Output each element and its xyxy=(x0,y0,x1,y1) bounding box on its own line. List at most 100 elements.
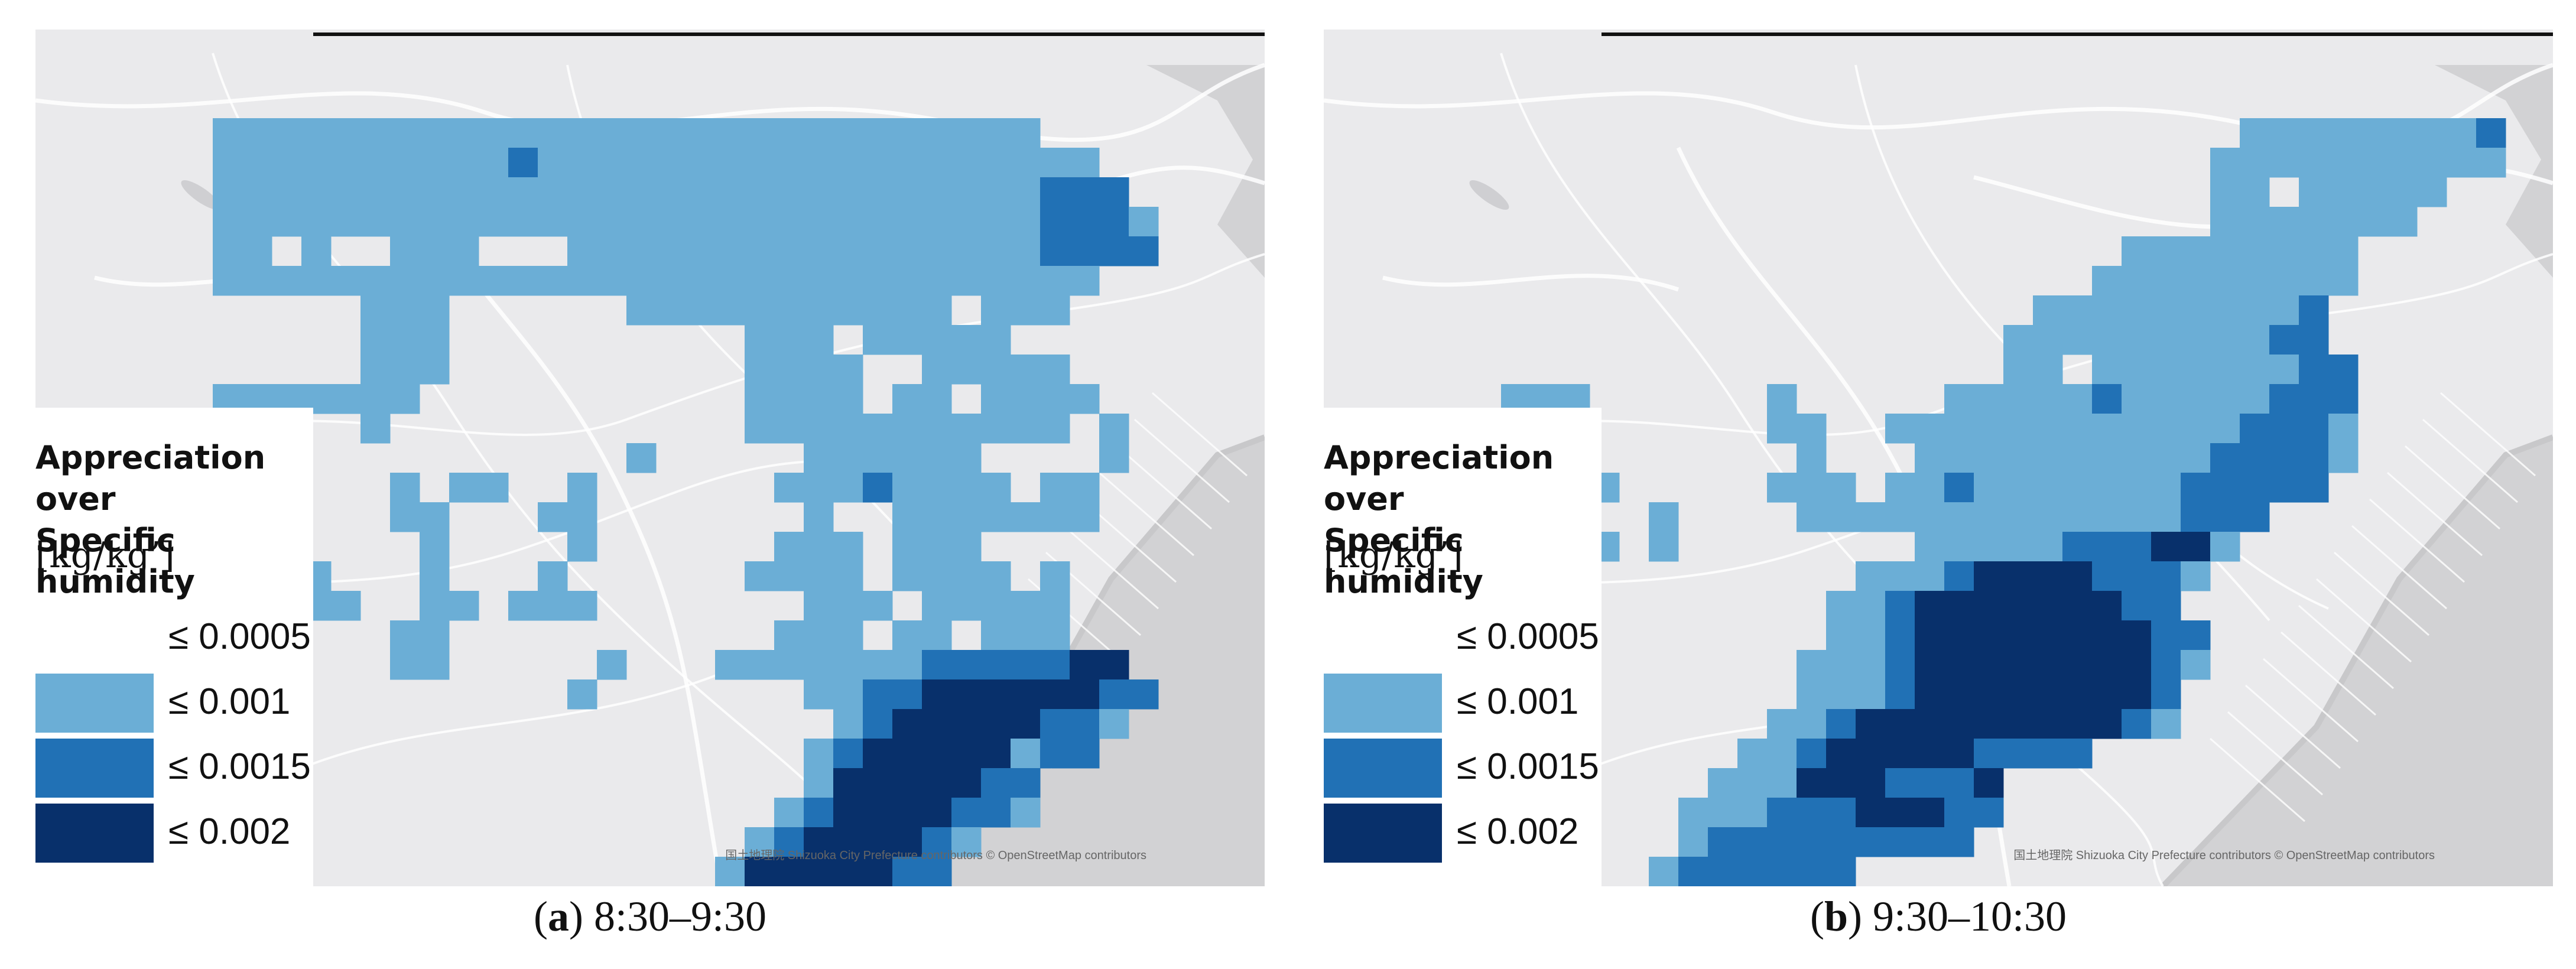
grid-cell xyxy=(2003,384,2033,414)
legend-row-3: ≤ 0.0015 xyxy=(35,739,313,798)
grid-cell xyxy=(951,325,982,355)
grid-cell xyxy=(2328,177,2359,207)
grid-cell xyxy=(1944,827,1974,857)
grid-cell xyxy=(863,236,893,266)
grid-cell xyxy=(2210,148,2240,178)
grid-cell xyxy=(1944,591,1974,621)
grid-cell xyxy=(420,355,450,385)
grid-cell xyxy=(360,266,391,296)
grid-cell xyxy=(804,739,834,769)
street xyxy=(2387,472,2483,557)
grid-cell xyxy=(2062,473,2093,503)
grid-cell xyxy=(1649,532,1679,562)
grid-cell xyxy=(1011,768,1041,798)
grid-cell xyxy=(2151,355,2181,385)
grid-cell xyxy=(745,650,775,680)
grid-cell xyxy=(804,591,834,621)
grid-cell xyxy=(2269,355,2299,385)
grid-cell xyxy=(1040,355,1070,385)
grid-cell xyxy=(1856,709,1886,739)
grid-cell xyxy=(2240,266,2270,296)
grid-cell xyxy=(2210,473,2240,503)
grid-cell xyxy=(774,650,804,680)
grid-cell xyxy=(981,739,1011,769)
grid-cell xyxy=(1011,414,1041,444)
grid-cell xyxy=(213,236,243,266)
grid-cell xyxy=(892,118,922,148)
grid-cell xyxy=(2062,591,2093,621)
grid-cell xyxy=(242,207,272,237)
grid-cell xyxy=(2033,325,2063,355)
grid-cell xyxy=(1099,177,1129,207)
grid-cell xyxy=(951,177,982,207)
grid-cell xyxy=(833,798,863,828)
grid-cell xyxy=(981,561,1011,591)
grid-cell xyxy=(538,207,568,237)
grid-cell xyxy=(804,561,834,591)
legend-row-1: ≤ 0.0005 xyxy=(1324,609,1602,668)
caption-a: (a) 8:30–9:30 xyxy=(534,893,766,940)
grid-cell xyxy=(538,502,568,532)
grid-cell xyxy=(2447,148,2477,178)
grid-cell xyxy=(2240,207,2270,237)
grid-cell xyxy=(2151,295,2181,326)
grid-cell xyxy=(2181,355,2211,385)
grid-cell xyxy=(745,207,775,237)
grid-cell xyxy=(951,266,982,296)
grid-cell xyxy=(1678,798,1708,828)
grid-cell xyxy=(2092,355,2122,385)
grid-cell xyxy=(745,827,775,857)
street xyxy=(2227,711,2323,796)
grid-cell xyxy=(686,177,716,207)
grid-cell xyxy=(2092,473,2122,503)
grid-cell xyxy=(1974,768,2004,798)
grid-cell xyxy=(2092,295,2122,326)
grid-cell xyxy=(922,118,952,148)
grid-cell xyxy=(2062,414,2093,444)
legend-unit: [kg/kg’] xyxy=(1324,535,1463,576)
grid-cell xyxy=(892,236,922,266)
grid-cell xyxy=(2476,148,2506,178)
legend-swatch-1 xyxy=(35,609,154,668)
grid-cell xyxy=(863,325,893,355)
grid-cell xyxy=(1885,798,1915,828)
grid-cell xyxy=(2210,207,2240,237)
grid-cell xyxy=(2003,650,2033,680)
grid-cell xyxy=(981,679,1011,710)
grid-cell xyxy=(2328,236,2359,266)
grid-cell xyxy=(2269,118,2299,148)
grid-cell xyxy=(1856,561,1886,591)
grid-cell xyxy=(922,148,952,178)
caption-time: 8:30–9:30 xyxy=(583,893,766,940)
grid-cell xyxy=(272,266,302,296)
legend-swatch-1 xyxy=(1324,609,1442,668)
grid-cell xyxy=(2299,236,2329,266)
grid-cell xyxy=(2092,650,2122,680)
grid-cell xyxy=(626,295,657,326)
grid-cell xyxy=(2210,295,2240,326)
grid-cell xyxy=(2181,650,2211,680)
grid-cell xyxy=(2240,295,2270,326)
grid-cell xyxy=(2122,355,2152,385)
legend-label-2: ≤ 0.001 xyxy=(168,681,291,722)
grid-cell xyxy=(567,177,597,207)
grid-cell xyxy=(745,857,775,886)
grid-cell xyxy=(2092,709,2122,739)
grid-cell xyxy=(863,679,893,710)
grid-cell xyxy=(1040,414,1070,444)
grid-cell xyxy=(774,620,804,651)
grid-cell xyxy=(745,325,775,355)
map-attribution: 国土地理院 Shizuoka City Prefecture contribut… xyxy=(725,849,1146,862)
grid-cell xyxy=(2033,620,2063,651)
grid-cell xyxy=(2122,325,2152,355)
grid-cell xyxy=(745,295,775,326)
grid-cell xyxy=(804,148,834,178)
grid-cell xyxy=(242,148,272,178)
grid-cell xyxy=(1767,739,1797,769)
grid-cell xyxy=(922,177,952,207)
grid-cell xyxy=(2299,266,2329,296)
grid-cell xyxy=(922,798,952,828)
grid-cell xyxy=(951,502,982,532)
grid-cell xyxy=(922,325,952,355)
grid-cell xyxy=(2151,473,2181,503)
